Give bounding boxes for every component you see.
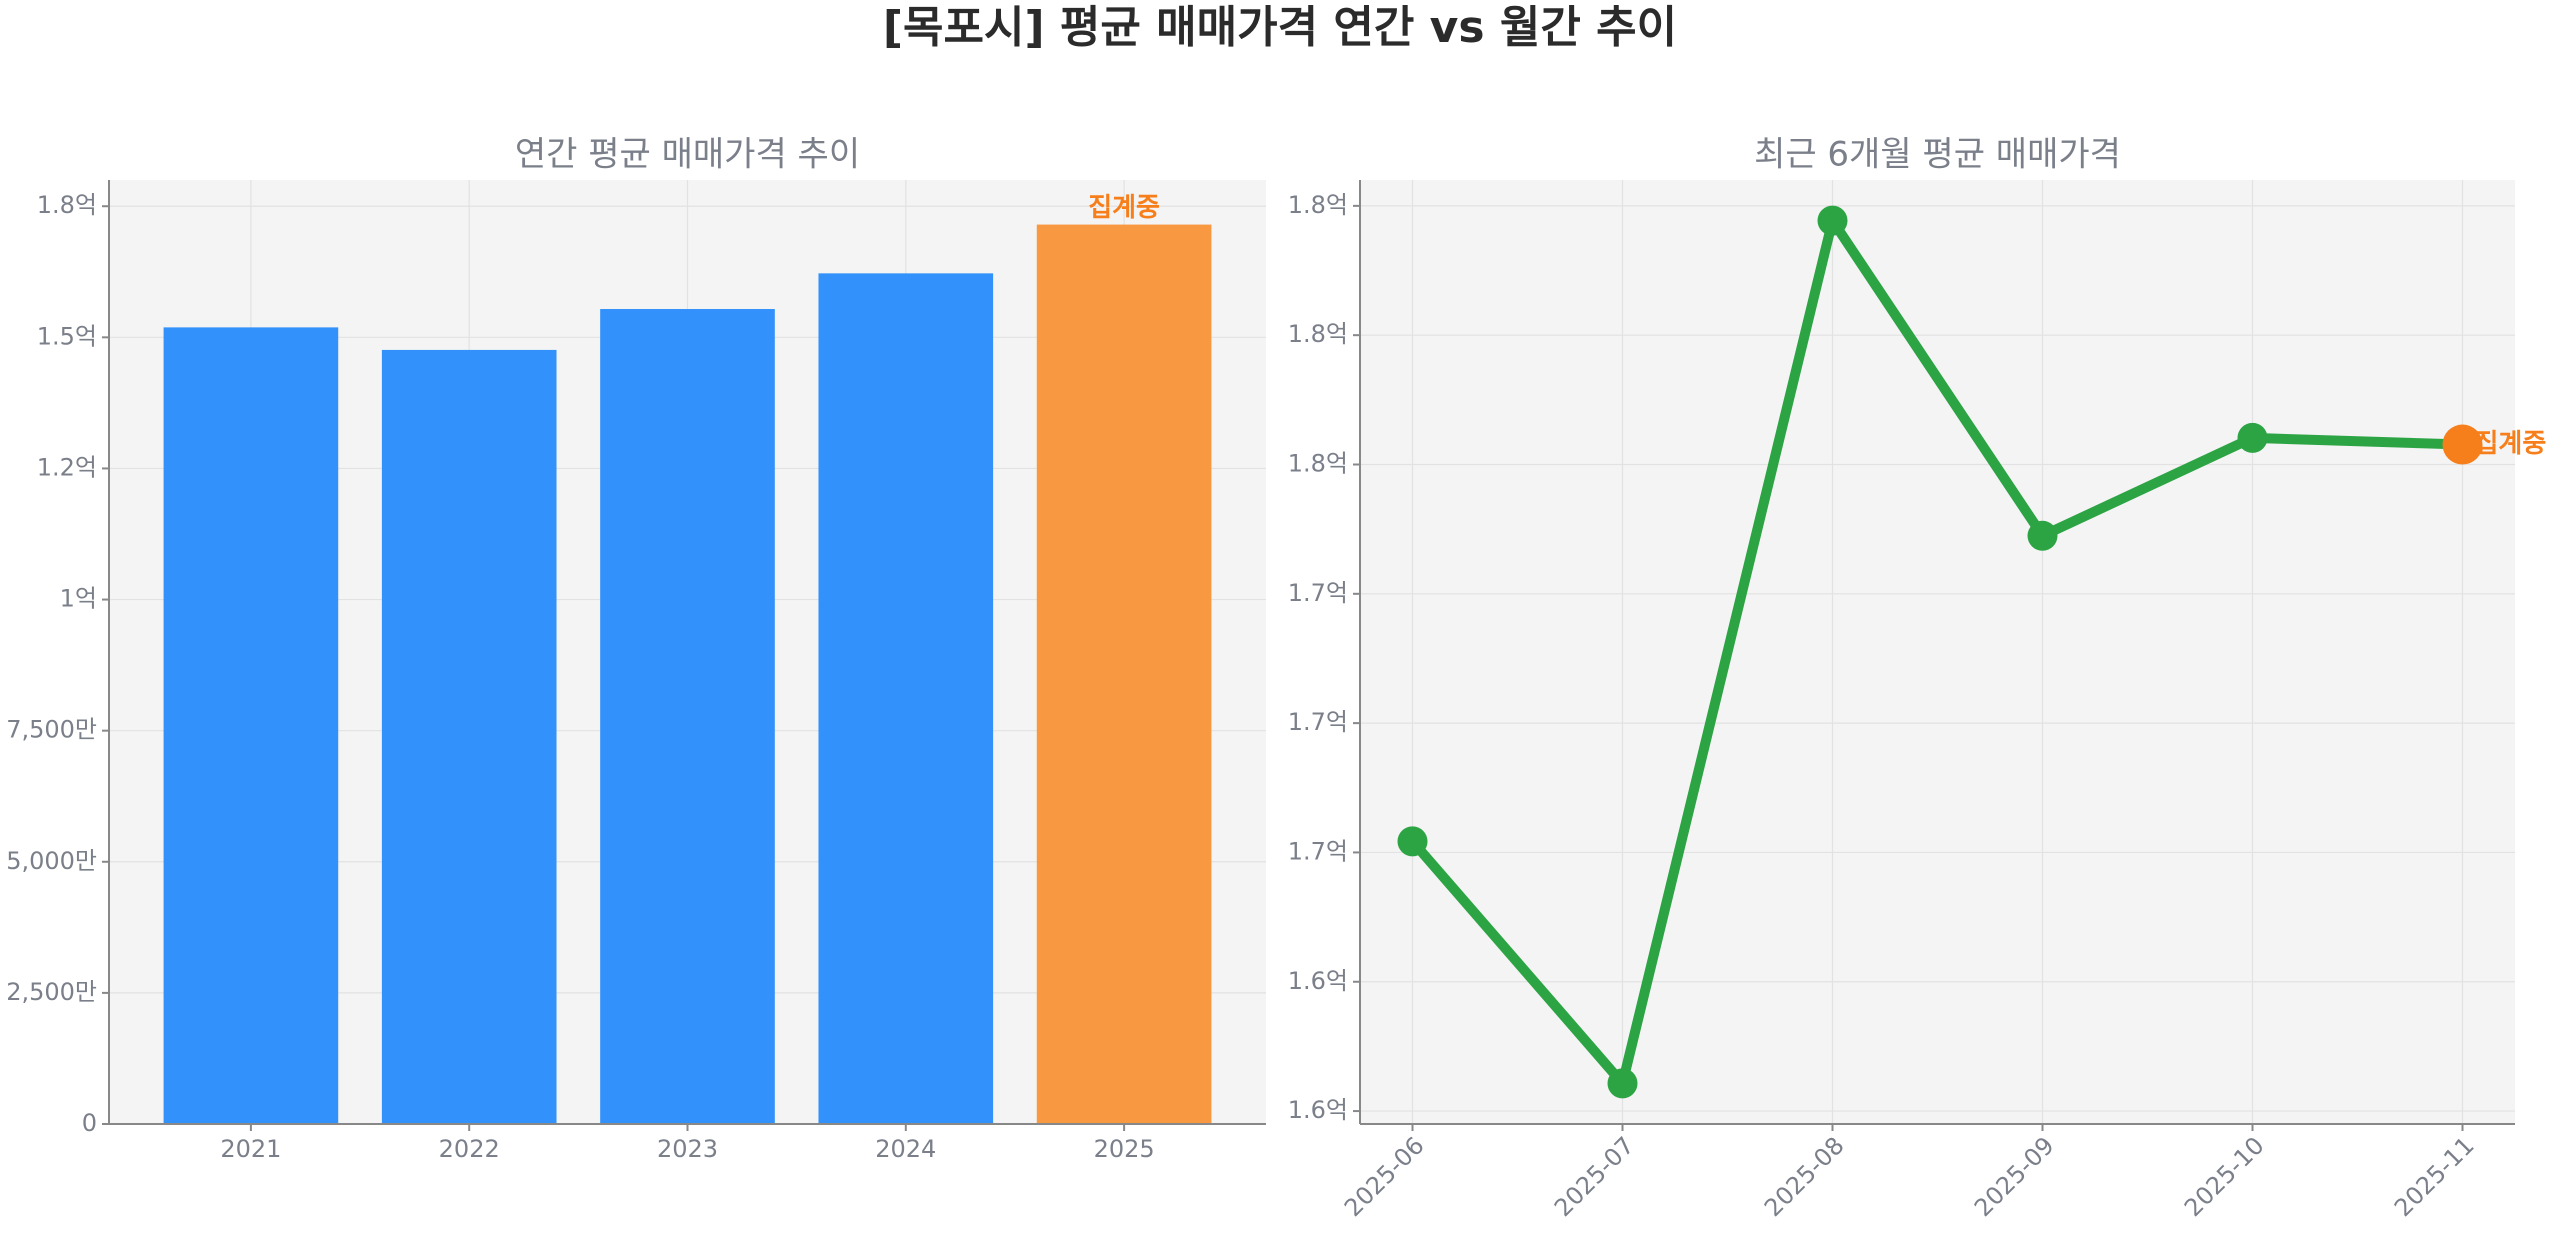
point	[1817, 205, 1848, 236]
y-tick-label: 1.7억	[1288, 579, 1348, 607]
y-tick-label: 5,000만	[6, 847, 97, 875]
line	[1408, 215, 2463, 1089]
y-tick-label: 1.8억	[37, 191, 97, 219]
chart-title: 최근 6개월 평균 매매가격	[1754, 135, 2121, 175]
y-tick-label: 1.5억	[37, 322, 97, 350]
y-tick-label: 1.8억	[1288, 449, 1348, 477]
x-tick-label: 2024	[875, 1135, 936, 1163]
bar	[1036, 224, 1212, 1125]
x-tick-label: 2025-09	[1969, 1131, 2060, 1222]
y-tick-label: 7,500만	[6, 716, 97, 744]
chart-title: 연간 평균 매매가격 추이	[515, 135, 860, 175]
x-tick-label: 2025-07	[1549, 1131, 1640, 1222]
point	[1397, 826, 1428, 857]
point	[2237, 422, 2268, 453]
bar	[163, 327, 339, 1124]
x-tick-label: 2025	[1094, 1135, 1155, 1163]
y-tick-label: 1억	[60, 585, 97, 613]
plot-area	[1360, 180, 2515, 1124]
annotation: 집계중	[1088, 193, 1160, 223]
x-tick-label: 2025-10	[2179, 1131, 2270, 1222]
x-tick-label: 2023	[657, 1135, 718, 1163]
y-tick-label: 1.6억	[1288, 967, 1348, 995]
x-tick-label: 2025-08	[1759, 1131, 1850, 1222]
point	[2442, 424, 2483, 465]
point	[2027, 520, 2058, 551]
y-tick-label: 1.7억	[1288, 708, 1348, 736]
bar	[818, 273, 994, 1125]
y-tick-label: 1.8억	[1288, 191, 1348, 219]
x-tick-label: 2025-06	[1339, 1131, 1430, 1222]
bar	[600, 309, 775, 1125]
y-tick-label: 0	[82, 1109, 97, 1137]
point	[1607, 1068, 1638, 1099]
x-tick-label: 2021	[220, 1135, 281, 1163]
annotation: 집계중	[2475, 429, 2547, 459]
figure-title: [목포시] 평균 매매가격 연간 vs 월간 추이	[883, 2, 1677, 53]
y-tick-label: 1.2억	[37, 453, 97, 481]
y-tick-label: 1.6억	[1288, 1096, 1348, 1124]
bar	[381, 349, 557, 1124]
x-tick-label: 2022	[439, 1135, 500, 1163]
y-tick-label: 1.7억	[1288, 837, 1348, 865]
y-tick-label: 2,500만	[6, 978, 97, 1006]
y-tick-label: 1.8억	[1288, 320, 1348, 348]
x-tick-label: 2025-11	[2389, 1131, 2480, 1222]
